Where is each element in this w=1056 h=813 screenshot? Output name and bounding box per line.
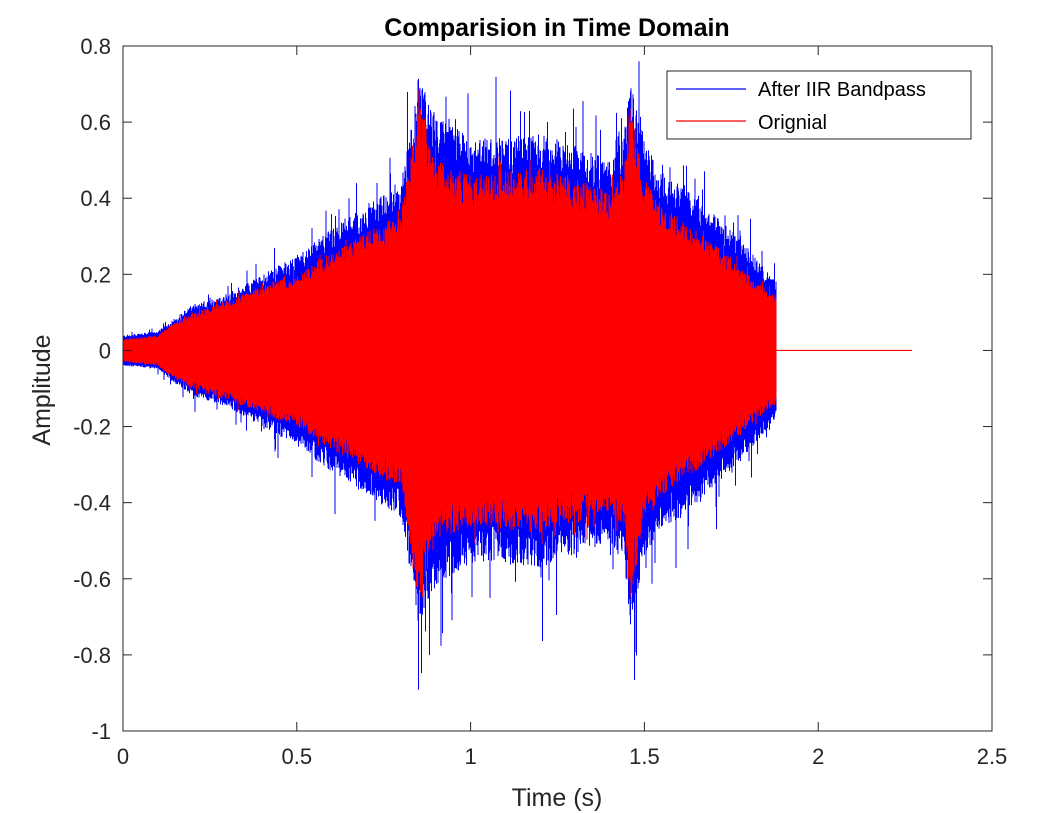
ticks-layer: 0 0.5 1 1.5 2 2.5 -1 -0.8 -0.6 -0.4 -0.2 0 0.2 0.4 0.6…: [73, 34, 1007, 769]
legend-label-orignial: Orignial: [758, 112, 827, 134]
y-tick-label: -1: [91, 719, 111, 744]
x-tick-label: 0.5: [282, 744, 313, 769]
plot-area: 0 0.5 1 1.5 2 2.5 -1 -0.8 -0.6 -0.4 -0.2 0 0.2 0.4 0.6…: [73, 34, 1007, 769]
x-axis-title: Time (s): [512, 784, 603, 812]
y-tick-label: -0.6: [73, 567, 111, 592]
x-tick-label: 0: [117, 744, 129, 769]
y-tick-label: 0: [99, 338, 111, 363]
legend-label-after-iir-bandpass: After IIR Bandpass: [758, 79, 926, 101]
x-tick-label: 2.5: [977, 744, 1008, 769]
legend-box: [666, 70, 972, 140]
y-tick-label: 0.6: [80, 110, 111, 135]
y-tick-label: 0.8: [80, 34, 111, 59]
axes-box: [122, 45, 993, 732]
y-tick-label: 0.2: [80, 262, 111, 287]
x-tick-label: 1.5: [629, 744, 660, 769]
y-tick-label: 0.4: [80, 186, 111, 211]
y-axis-title: Amplitude: [28, 334, 56, 445]
y-tick-label: -0.2: [73, 415, 111, 440]
y-tick-label: -0.4: [73, 491, 111, 516]
y-tick-label: -0.8: [73, 643, 111, 668]
x-tick-label: 2: [812, 744, 824, 769]
legend: After IIR Bandpass Orignial: [666, 70, 972, 140]
x-tick-label: 1: [464, 744, 476, 769]
chart-title: Comparision in Time Domain: [384, 14, 729, 42]
